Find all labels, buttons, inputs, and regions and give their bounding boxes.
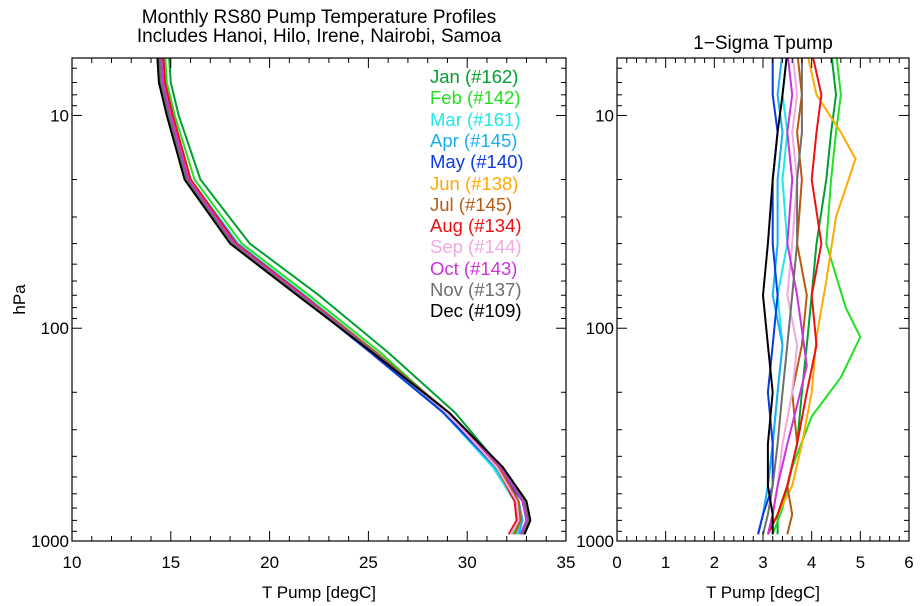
right-x-tick-label: 0	[612, 553, 621, 572]
left-series-line-12	[156, 58, 532, 535]
right-x-axis-label: T Pump [degC]	[706, 583, 820, 602]
left-series-group	[156, 58, 532, 535]
left-x-tick-label: 15	[161, 553, 180, 572]
right-x-tick-label: 3	[758, 553, 767, 572]
legend-entry: May (#140)	[430, 151, 524, 173]
right-series-line-6	[767, 58, 857, 535]
right-x-tick-label: 4	[807, 553, 816, 572]
right-chart-title: 1−Sigma Tpump	[693, 33, 833, 54]
right-plot: 0 1 2 3 4 5 6 10 100 1000 T Pump [degC]	[576, 57, 914, 602]
left-y-tick-label: 100	[41, 319, 69, 338]
left-x-tick-label: 20	[260, 553, 279, 572]
legend-entry: Nov (#137)	[430, 279, 522, 300]
legend-entry: Aug (#134)	[430, 215, 522, 237]
left-x-tick-label: 10	[63, 553, 82, 572]
left-chart-title: Monthly RS80 Pump Temperature Profiles	[141, 7, 497, 28]
right-x-tick-label: 5	[856, 553, 865, 572]
legend-entry: Feb (#142)	[430, 87, 521, 109]
right-y-tick-label: 100	[586, 319, 614, 338]
legend-entry: Sep (#144)	[430, 236, 522, 258]
right-series-line-11	[762, 58, 803, 535]
right-y-tick-label: 1000	[576, 532, 614, 551]
right-series-group	[757, 58, 862, 535]
left-chart-subtitle: Includes Hanoi, Hilo, Irene, Nairobi, Sa…	[136, 26, 502, 47]
legend-entry: Dec (#109)	[430, 300, 522, 322]
left-x-tick-label: 30	[458, 553, 477, 572]
legend-entry: Jan (#162)	[430, 66, 519, 87]
legend-entry: Mar (#161)	[430, 108, 521, 130]
left-y-tick-label: 10	[50, 106, 69, 125]
left-plot-frame	[71, 57, 567, 542]
right-series-line-7	[786, 58, 808, 535]
right-series-line-10	[766, 58, 808, 535]
left-x-tick-label: 35	[557, 553, 576, 572]
left-x-axis-label: T Pump [degC]	[262, 583, 376, 602]
right-series-line-8	[767, 58, 823, 535]
left-x-tick-label: 25	[359, 553, 378, 572]
left-series-line-11	[158, 58, 530, 535]
right-x-tick-label: 1	[661, 553, 670, 572]
right-series-line-4	[757, 58, 784, 535]
legend-entry: Jun (#138)	[430, 172, 519, 194]
legend-entry: Oct (#143)	[430, 257, 518, 279]
right-x-tick-label: 6	[904, 553, 913, 572]
right-y-tick-label: 10	[595, 106, 614, 125]
legend-entry: Jul (#145)	[430, 193, 513, 215]
left-y-axis-label: hPa	[10, 284, 29, 315]
legend-entry: Apr (#145)	[430, 129, 518, 151]
right-series-line-12	[762, 58, 788, 535]
left-y-tick-label: 1000	[31, 532, 69, 551]
left-plot: 10 15 20 25 30 35 10 100 1000 T Pump [degC] hPa	[10, 57, 576, 602]
right-x-tick-label: 2	[710, 553, 719, 572]
